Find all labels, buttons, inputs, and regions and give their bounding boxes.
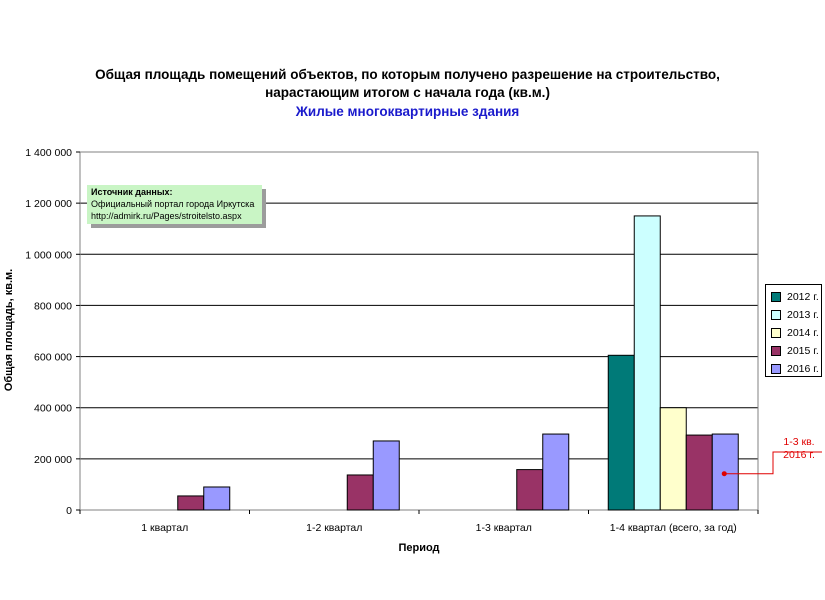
source-heading: Источник данных: [91, 187, 173, 197]
x-tick-label: 1-3 квартал [476, 522, 532, 534]
x-axis-ticks: 1 квартал 1-2 квартал 1-3 квартал 1-4 кварт… [79, 510, 759, 534]
bar-2015-2 [346, 474, 374, 511]
bar-2015-4 [685, 434, 713, 511]
legend-item: 2015 г. [766, 342, 821, 360]
y-tick-label: 600 000 [34, 352, 72, 364]
x-tick-label: 1-4 квартал (всего, за год) [610, 522, 737, 534]
y-tick-label: 800 000 [34, 300, 72, 312]
bar-2013-4 [633, 215, 661, 511]
x-tick-label: 1-2 квартал [306, 522, 362, 534]
bar-2016-3 [542, 433, 570, 511]
legend-label: 2014 г. [787, 327, 819, 339]
y-tick-label: 200 000 [34, 454, 72, 466]
legend-swatch [771, 328, 781, 338]
legend-swatch [771, 346, 781, 356]
source-line-1: Официальный портал города Иркутска [91, 199, 255, 209]
y-axis-ticks: 0 200 000 400 000 600 000 800 000 1 000 000 1 … [25, 147, 80, 517]
bar-2016-1 [203, 486, 231, 511]
annotation-marker [721, 471, 727, 477]
source-line-2: http://admirk.ru/Pages/stroitelsto.aspx [91, 211, 242, 221]
annotation-line [724, 451, 822, 475]
bar-2012-4 [607, 354, 635, 511]
x-tick-label: 1 квартал [141, 522, 188, 534]
annotation-line-1: 1-3 кв. [783, 436, 815, 448]
y-tick-label: 1 200 000 [25, 198, 72, 210]
legend-label: 2013 г. [787, 309, 819, 321]
legend-swatch [771, 310, 781, 320]
chart-title-line-2: нарастающим итогом с начала года (кв.м.) [265, 85, 550, 100]
y-axis-label: Общая площадь, кв.м. [3, 269, 15, 391]
bars [177, 215, 739, 511]
annotation-line-2: 2016 г. [783, 449, 815, 461]
y-tick-label: 400 000 [34, 403, 72, 415]
annotation-label: 1-3 кв. 2016 г. [779, 436, 819, 462]
bar-2014-4 [659, 407, 687, 511]
legend-label: 2016 г. [787, 363, 819, 375]
chart-title-line-1: Общая площадь помещений объектов, по кот… [95, 67, 720, 82]
bar-2016-2 [372, 440, 400, 511]
legend-label: 2015 г. [787, 345, 819, 357]
y-tick-label: 0 [66, 505, 72, 517]
legend-label: 2012 г. [787, 291, 819, 303]
legend: 2012 г. 2013 г. 2014 г. 2015 г. 2016 г. [765, 284, 822, 377]
annotation-pointer [721, 451, 822, 477]
chart-subtitle: Жилые многоквартирные здания [295, 104, 520, 119]
legend-item: 2013 г. [766, 306, 821, 324]
y-tick-label: 1 400 000 [25, 147, 72, 159]
legend-swatch [771, 364, 781, 374]
y-tick-label: 1 000 000 [25, 249, 72, 261]
bar-2015-1 [177, 495, 205, 511]
legend-swatch [771, 292, 781, 302]
legend-item: 2012 г. [766, 288, 821, 306]
legend-item: 2014 г. [766, 324, 821, 342]
legend-item: 2016 г. [766, 360, 821, 378]
data-source-box: Источник данных: Официальный портал горо… [87, 185, 262, 224]
bar-2015-3 [516, 469, 544, 511]
x-axis-label: Период [398, 542, 439, 554]
